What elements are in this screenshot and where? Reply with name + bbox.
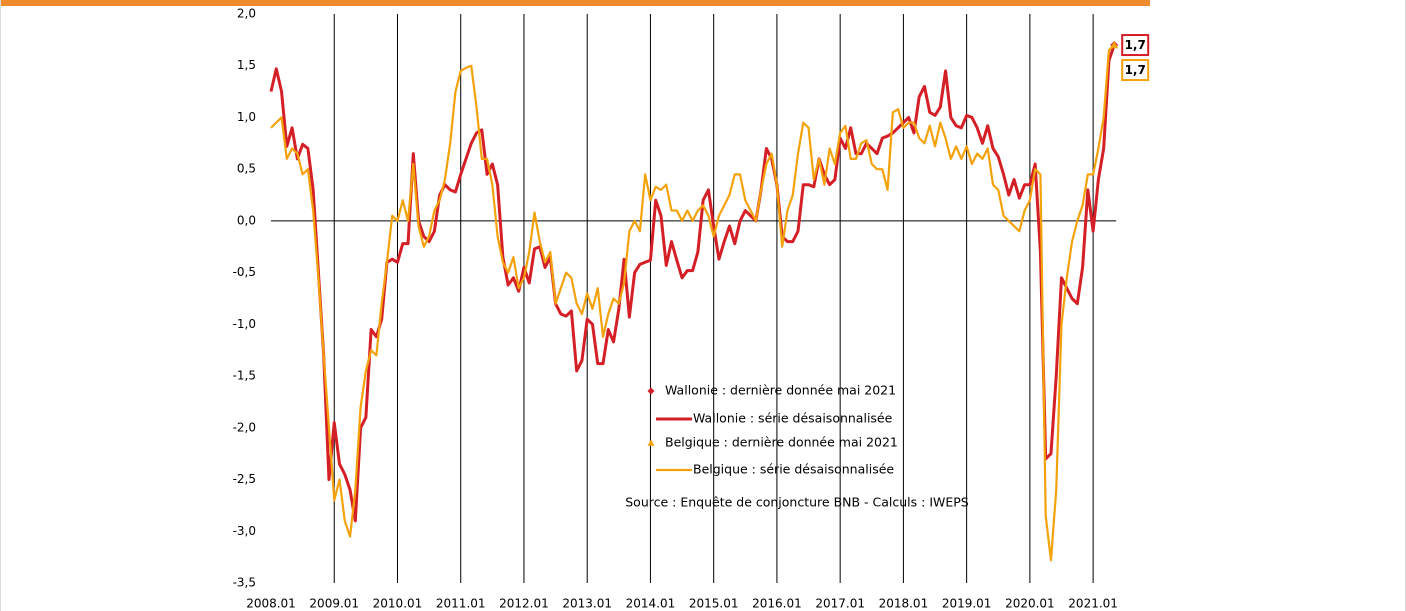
top-bar	[0, 0, 1150, 6]
legend-marker	[647, 439, 655, 446]
y-tick-label: -3,0	[233, 524, 256, 538]
value-label: 1,7	[1125, 63, 1146, 77]
point-marker	[1110, 41, 1119, 49]
x-tick-label: 2014.01	[626, 597, 676, 611]
x-tick-label: 2013.01	[562, 597, 612, 611]
y-tick-label: 2,0	[237, 7, 256, 21]
y-tick-label: 1,0	[237, 110, 256, 124]
legend-label: Wallonie : série désaisonnalisée	[693, 411, 893, 426]
x-tick-label: 2008.01	[246, 597, 296, 611]
series-line	[270, 44, 1115, 562]
value-label-box	[1121, 59, 1150, 82]
y-tick-label: -0,5	[233, 265, 256, 279]
x-tick-label: 2010.01	[373, 597, 423, 611]
x-tick-label: 2011.01	[436, 597, 486, 611]
legend-label: Wallonie : dernière donnée mai 2021	[665, 383, 896, 398]
x-tick-label: 2020.01	[1005, 597, 1055, 611]
y-tick-label: -2,5	[233, 472, 256, 486]
x-tick-label: 2018.01	[879, 597, 929, 611]
x-tick-label: 2021.01	[1068, 597, 1118, 611]
x-tick-label: 2012.01	[499, 597, 549, 611]
y-tick-label: -1,5	[233, 369, 256, 383]
value-label-box	[1121, 34, 1150, 57]
y-tick-label: -1,0	[233, 317, 256, 331]
legend-marker	[647, 387, 655, 395]
x-tick-label: 2015.01	[689, 597, 739, 611]
x-tick-label: 2016.01	[752, 597, 802, 611]
y-tick-label: -3,5	[233, 576, 256, 590]
legend-label: Belgique : série désaisonnalisée	[693, 462, 894, 477]
legend-label: Belgique : dernière donnée mai 2021	[665, 435, 898, 450]
value-label: 1,7	[1125, 38, 1146, 52]
x-tick-label: 2009.01	[309, 597, 359, 611]
y-tick-label: 0,5	[237, 162, 256, 176]
x-tick-label: 2017.01	[815, 597, 865, 611]
y-tick-label: 1,5	[237, 58, 256, 72]
x-tick-label: 2019.01	[942, 597, 992, 611]
y-tick-label: 0,0	[237, 213, 256, 227]
source-note: Source : Enquête de conjoncture BNB - Ca…	[625, 495, 969, 510]
y-tick-label: -2,0	[233, 420, 256, 434]
